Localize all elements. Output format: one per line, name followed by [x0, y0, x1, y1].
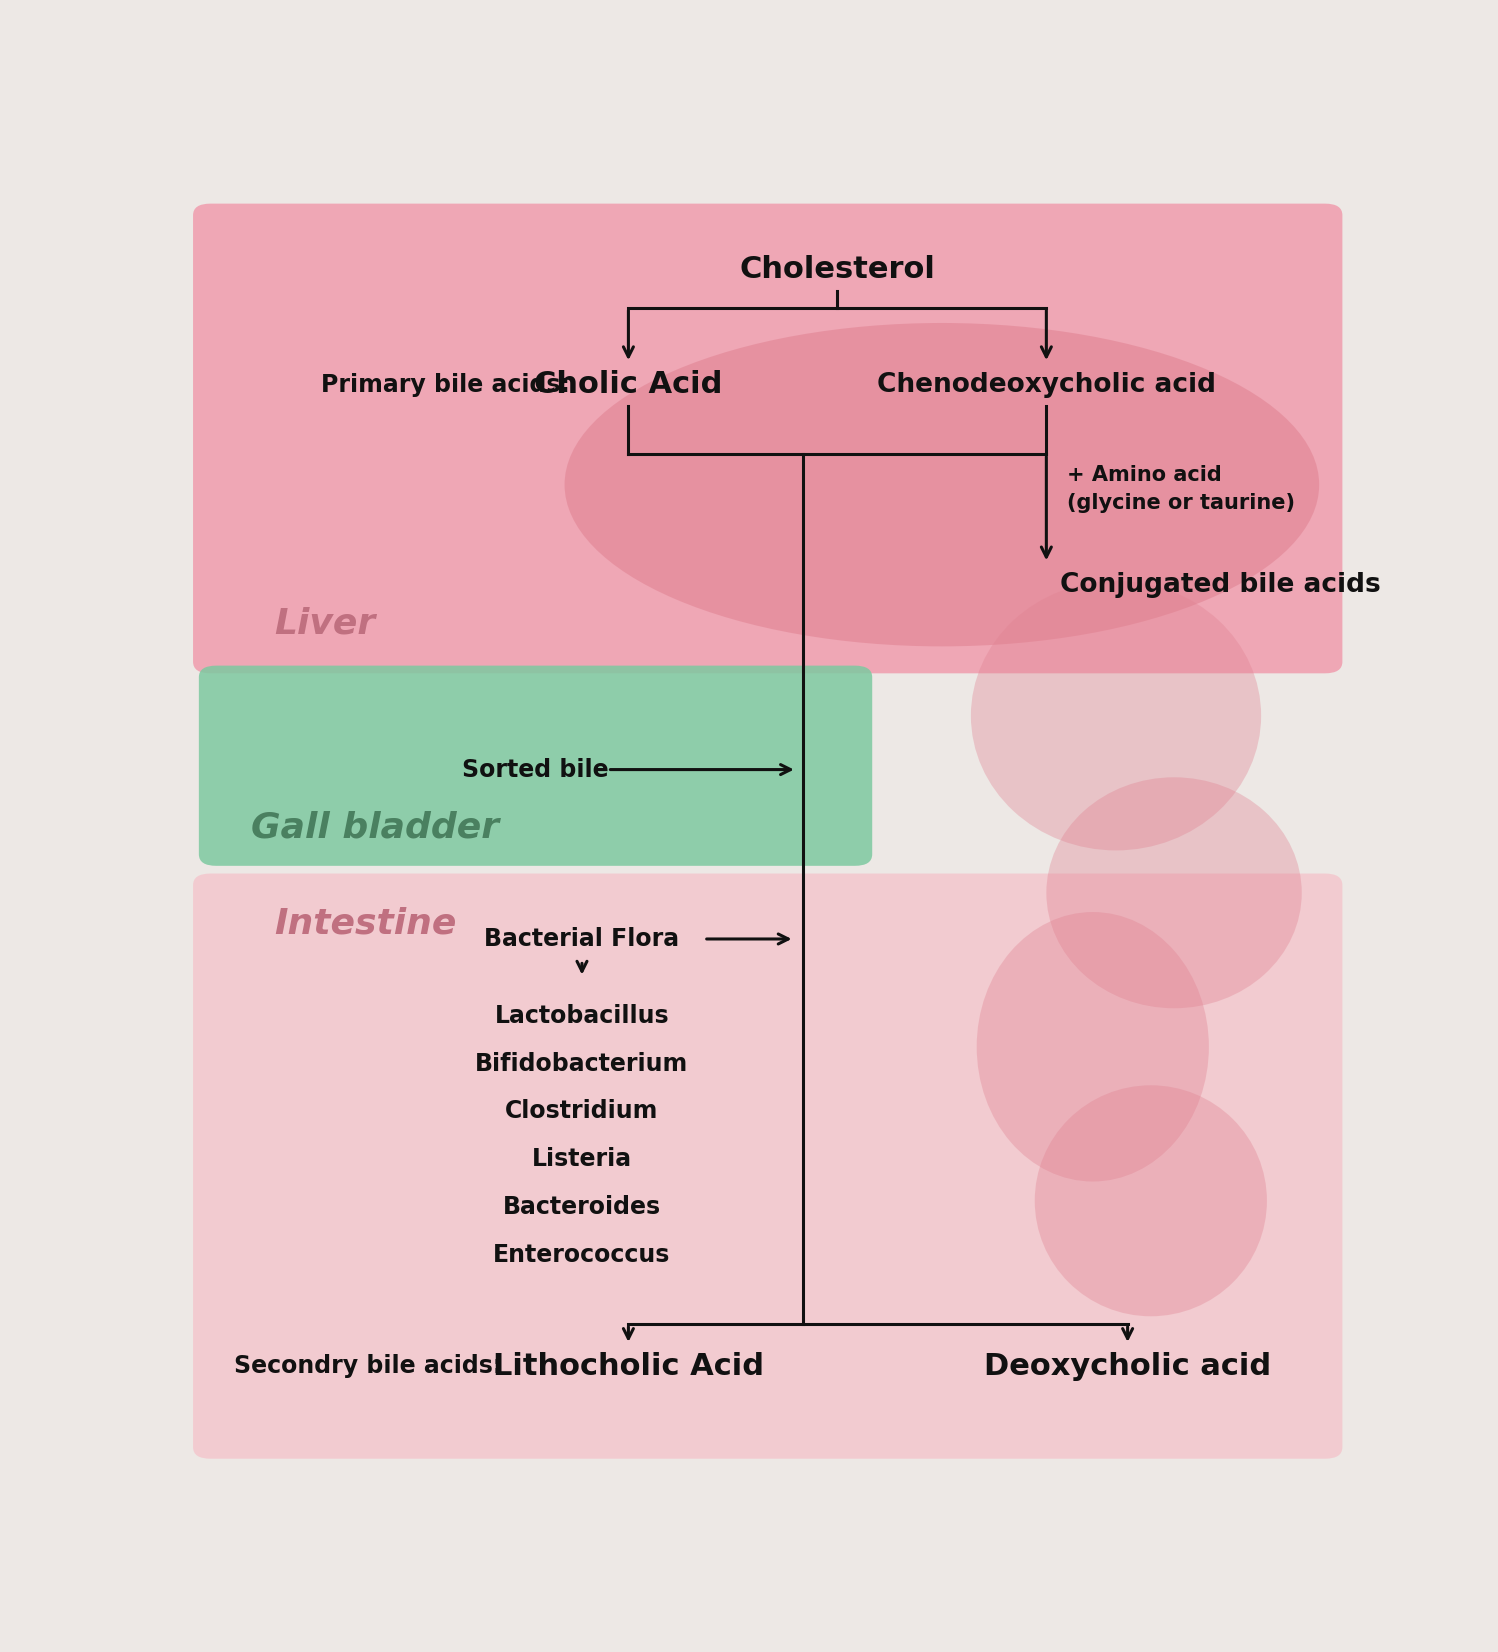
FancyBboxPatch shape: [199, 666, 872, 866]
Text: Bacteroides: Bacteroides: [503, 1194, 661, 1219]
FancyBboxPatch shape: [193, 203, 1342, 674]
Ellipse shape: [1035, 1085, 1267, 1317]
Text: Chenodeoxycholic acid: Chenodeoxycholic acid: [876, 372, 1216, 398]
Text: Secondry bile acids:: Secondry bile acids:: [234, 1355, 502, 1378]
Ellipse shape: [565, 324, 1320, 646]
Text: Deoxycholic acid: Deoxycholic acid: [984, 1351, 1272, 1381]
Text: Lactobacillus: Lactobacillus: [494, 1004, 670, 1028]
Ellipse shape: [1046, 778, 1302, 1008]
Text: Bacterial Flora: Bacterial Flora: [484, 927, 680, 952]
Text: Gall bladder: Gall bladder: [252, 811, 499, 844]
Text: Enterococcus: Enterococcus: [493, 1242, 671, 1267]
Ellipse shape: [971, 582, 1261, 851]
Text: Liver: Liver: [274, 606, 376, 641]
Text: Bifidobacterium: Bifidobacterium: [475, 1052, 689, 1075]
Text: + Amino acid
(glycine or taurine): + Amino acid (glycine or taurine): [1067, 464, 1296, 512]
Text: Clostridium: Clostridium: [505, 1100, 659, 1123]
Text: Intestine: Intestine: [274, 907, 457, 940]
Ellipse shape: [977, 912, 1209, 1181]
Text: Cholesterol: Cholesterol: [740, 254, 935, 284]
Text: Listeria: Listeria: [532, 1146, 632, 1171]
Text: Cholic Acid: Cholic Acid: [535, 370, 722, 400]
Text: Conjugated bile acids: Conjugated bile acids: [1061, 572, 1381, 598]
Text: Lithocholic Acid: Lithocholic Acid: [493, 1351, 764, 1381]
Text: Sorted bile: Sorted bile: [463, 758, 608, 781]
Text: Primary bile acids:: Primary bile acids:: [321, 373, 569, 396]
FancyBboxPatch shape: [193, 874, 1342, 1459]
